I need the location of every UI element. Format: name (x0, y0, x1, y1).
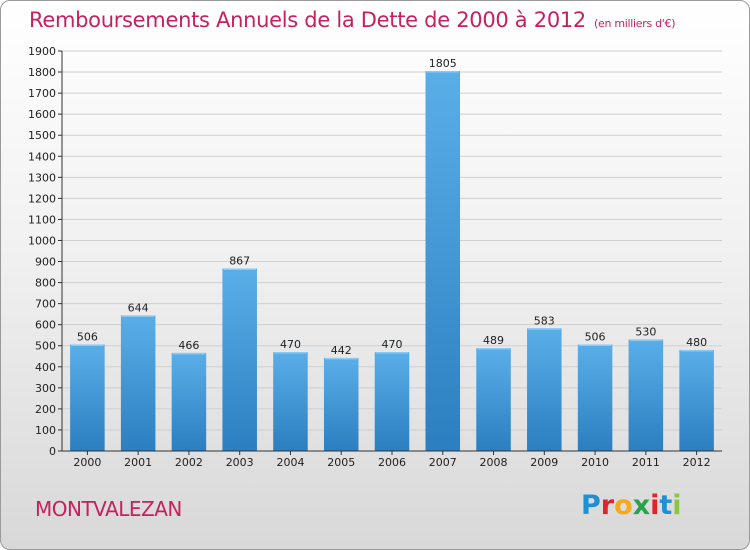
x-tick-label-2000: 2000 (73, 456, 101, 469)
bar-2002 (171, 352, 207, 451)
bar-2011 (628, 339, 664, 451)
data-label-2000: 506 (77, 330, 98, 343)
y-tick-label: 800 (35, 277, 56, 290)
bar-2004 (273, 352, 308, 451)
bar-highlight (71, 344, 104, 346)
y-tick-label: 1800 (28, 66, 56, 79)
bar-2000 (70, 344, 105, 451)
bar-2009 (527, 328, 562, 451)
data-label-2004: 470 (280, 338, 301, 351)
x-tick-label-2002: 2002 (175, 456, 203, 469)
y-tick-label: 0 (49, 445, 56, 458)
x-tick-label-2005: 2005 (327, 456, 355, 469)
y-tick-label: 1500 (28, 129, 56, 142)
bar-highlight (426, 71, 460, 73)
proxiti-logo: Proxiti (581, 490, 682, 521)
bar-2001 (120, 315, 156, 451)
data-label-2007: 1805 (429, 57, 457, 70)
chart-title: Remboursements Annuels de la Dette de 20… (29, 8, 676, 32)
logo-letter: x (632, 490, 651, 521)
x-tick-label-2007: 2007 (429, 456, 457, 469)
bar-highlight (375, 352, 409, 354)
y-tick-label: 700 (35, 298, 56, 311)
bar-2007 (425, 71, 461, 451)
y-tick-label: 900 (35, 256, 56, 269)
logo-letter: P (581, 490, 601, 521)
logo-letter: i (672, 490, 682, 521)
y-tick-label: 1700 (28, 87, 56, 100)
logo-letter: i (650, 490, 660, 521)
y-tick-label: 600 (35, 319, 56, 332)
x-tick-label-2008: 2008 (480, 456, 508, 469)
data-label-2011: 530 (635, 325, 656, 338)
x-tick-label-2006: 2006 (378, 456, 406, 469)
bar-2006 (374, 352, 410, 451)
bar-2005 (323, 357, 359, 451)
logo-letter: o (614, 490, 633, 521)
unit-label: (en milliers d'€) (594, 17, 676, 30)
x-tick-label-2003: 2003 (226, 456, 254, 469)
x-tick-label-2011: 2011 (632, 456, 660, 469)
x-tick-label-2009: 2009 (530, 456, 558, 469)
bar-highlight (629, 339, 663, 341)
data-label-2003: 867 (229, 254, 250, 267)
y-tick-label: 1000 (28, 234, 56, 247)
data-label-2009: 583 (534, 314, 555, 327)
data-label-2001: 644 (128, 301, 149, 314)
data-label-2005: 442 (331, 344, 352, 357)
y-tick-label: 1300 (28, 171, 56, 184)
bar-2003 (222, 268, 257, 451)
logo-letter: r (600, 490, 615, 521)
bar-highlight (121, 315, 155, 317)
y-tick-label: 1600 (28, 108, 56, 121)
y-tick-label: 300 (35, 382, 56, 395)
data-label-2002: 466 (178, 339, 199, 352)
bar-highlight (172, 352, 206, 355)
y-tick-label: 400 (35, 361, 56, 374)
y-tick-label: 1200 (28, 192, 56, 205)
x-tick-label-2012: 2012 (683, 456, 711, 469)
x-tick-label-2004: 2004 (276, 456, 304, 469)
bar-2008 (476, 348, 511, 451)
data-label-2008: 489 (483, 334, 504, 347)
y-tick-label: 100 (35, 424, 56, 437)
bar-2012 (679, 349, 714, 451)
bar-highlight (680, 349, 713, 352)
x-tick-label-2010: 2010 (581, 456, 609, 469)
y-tick-label: 1100 (28, 213, 56, 226)
bar-highlight (324, 357, 358, 360)
bar-highlight (274, 352, 307, 354)
bar-highlight (477, 348, 510, 350)
logo-letter: t (659, 490, 673, 521)
x-tick-label-2001: 2001 (124, 456, 152, 469)
data-label-2012: 480 (686, 336, 707, 349)
data-label-2006: 470 (382, 338, 403, 351)
y-tick-label: 1400 (28, 150, 56, 163)
commune-name: MONTVALEZAN (35, 497, 182, 521)
y-tick-label: 200 (35, 403, 56, 416)
bar-2010 (577, 344, 613, 451)
y-tick-label: 1900 (28, 45, 56, 58)
bar-highlight (223, 268, 256, 270)
bar-highlight (528, 328, 561, 330)
data-label-2010: 506 (585, 330, 606, 343)
bar-highlight (578, 344, 612, 346)
y-tick-label: 500 (35, 340, 56, 353)
